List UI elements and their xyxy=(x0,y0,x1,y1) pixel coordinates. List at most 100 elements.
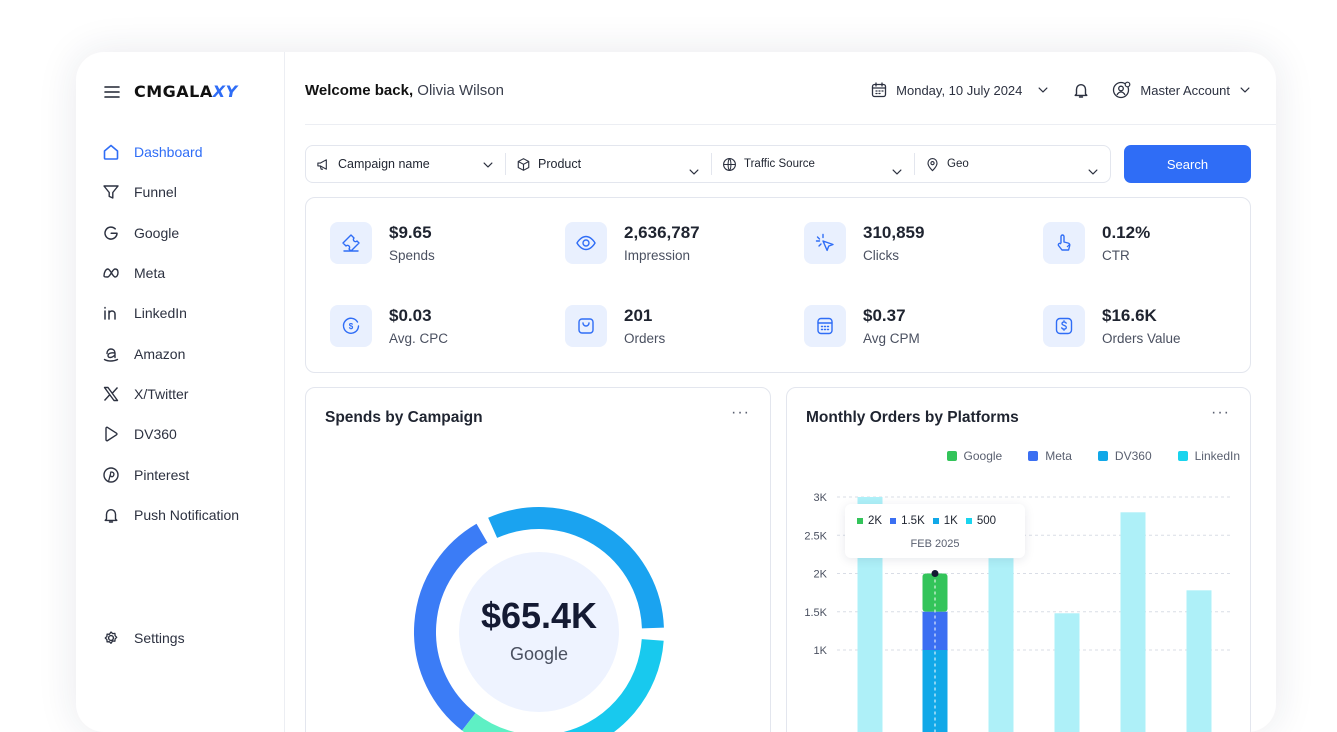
more-options-icon[interactable]: ··· xyxy=(1211,404,1230,421)
sidebar-item-funnel[interactable]: Funnel xyxy=(102,172,272,212)
sidebar-item-label: Google xyxy=(134,224,180,241)
donut-segment[interactable] xyxy=(462,712,547,732)
dollar-square-icon xyxy=(1055,317,1073,335)
stat-orders-value: $16.6K Orders Value xyxy=(1043,305,1181,347)
stat-label: Avg CPM xyxy=(863,331,920,346)
stat-label: Clicks xyxy=(863,248,899,263)
bar-chart: 3K 2.5K 2K 1.5K 1K xyxy=(804,492,1232,732)
chevron-down-icon xyxy=(892,169,902,175)
tooltip-value: 500 xyxy=(976,515,997,527)
brand-logo[interactable]: CMGALAXY xyxy=(134,82,238,101)
sidebar-item-dashboard[interactable]: Dashboard xyxy=(102,132,272,172)
y-tick-label: 2.5K xyxy=(804,530,827,542)
sidebar-item-pinterest[interactable]: Pinterest xyxy=(102,454,272,494)
megaphone-icon xyxy=(317,158,327,170)
legend-item-linkedin[interactable]: LinkedIn xyxy=(1177,449,1240,463)
stat-icon-box xyxy=(804,222,846,264)
stat-impression: 2,636,787 Impression xyxy=(565,222,700,264)
chevron-down-icon xyxy=(1088,169,1098,175)
google-icon xyxy=(104,226,118,240)
sidebar: CMGALAXY Dashboard Funnel Google Meta Li… xyxy=(76,52,285,732)
chevron-down-icon xyxy=(689,169,699,175)
cursor-click-icon xyxy=(815,233,834,252)
stat-avg-cpm: $0.37 Avg CPM xyxy=(804,305,920,347)
top-bar: Welcome back, Olivia Wilson Monday, 10 J… xyxy=(305,52,1276,125)
coin-icon: $ xyxy=(342,317,360,334)
sidebar-item-dv360[interactable]: DV360 xyxy=(102,414,272,454)
stat-orders: 201 Orders xyxy=(565,305,665,347)
search-button[interactable]: Search xyxy=(1124,145,1251,183)
calendar-icon xyxy=(872,82,887,98)
stat-value: 310,859 xyxy=(863,223,925,242)
tooltip-value: 1K xyxy=(943,515,958,527)
notification-bell-icon[interactable] xyxy=(1072,81,1090,99)
funnel-icon xyxy=(103,185,119,200)
card-title: Spends by Campaign xyxy=(325,409,483,426)
eye-icon xyxy=(576,235,596,251)
spends-by-campaign-card: Spends by Campaign ··· $65.4K Google xyxy=(305,387,771,732)
sidebar-item-label: Funnel xyxy=(134,184,177,201)
stat-clicks: 310,859 Clicks xyxy=(804,222,924,264)
sidebar-item-label: Push Notification xyxy=(134,506,240,523)
settings-icon xyxy=(104,631,118,645)
stat-value: 2,636,787 xyxy=(624,223,700,242)
stat-avg-cpc: $ $0.03 Avg. CPC xyxy=(330,305,448,347)
date-picker[interactable]: Monday, 10 July 2024 xyxy=(870,81,1050,99)
linkedin-icon xyxy=(104,307,116,321)
product-filter[interactable]: Product xyxy=(505,153,711,175)
account-switcher[interactable]: Master Account xyxy=(1112,80,1252,100)
sidebar-item-label: Amazon xyxy=(134,345,186,362)
monthly-orders-card: Monthly Orders by Platforms ··· Google M… xyxy=(786,387,1251,732)
calculator-icon xyxy=(817,317,833,335)
tooltip-value: 1.5K xyxy=(901,515,925,527)
app-window: CMGALAXY Dashboard Funnel Google Meta Li… xyxy=(76,52,1276,732)
sidebar-item-label: LinkedIn xyxy=(134,305,187,322)
stat-ctr: 0.12% CTR xyxy=(1043,222,1150,264)
svg-text:$: $ xyxy=(349,322,354,331)
location-pin-icon xyxy=(927,157,938,171)
sidebar-item-label: Settings xyxy=(134,630,185,647)
sidebar-item-linkedin[interactable]: LinkedIn xyxy=(102,293,272,333)
legend-item-meta[interactable]: Meta xyxy=(1028,449,1072,463)
user-name: Olivia Wilson xyxy=(417,82,504,99)
sidebar-item-amazon[interactable]: Amazon xyxy=(102,333,272,373)
sidebar-item-x-twitter[interactable]: X/Twitter xyxy=(102,374,272,414)
stat-label: Spends xyxy=(389,248,435,263)
y-tick-label: 1.5K xyxy=(804,607,827,619)
sidebar-item-google[interactable]: Google xyxy=(102,213,272,253)
main-content: Welcome back, Olivia Wilson Monday, 10 J… xyxy=(285,52,1276,732)
stat-icon-box xyxy=(330,222,372,264)
sidebar-item-push-notification[interactable]: Push Notification xyxy=(102,495,272,535)
x-icon xyxy=(103,386,119,402)
hover-dot xyxy=(931,570,939,577)
pinterest-icon xyxy=(103,466,119,483)
amazon-icon xyxy=(103,347,119,362)
card-title: Monthly Orders by Platforms xyxy=(806,409,1019,426)
geo-filter[interactable]: Geo xyxy=(914,153,1110,175)
donut-inner-circle xyxy=(459,552,619,712)
more-options-icon[interactable]: ··· xyxy=(731,404,750,421)
welcome-label: Welcome back, xyxy=(305,82,414,99)
bar[interactable] xyxy=(1120,512,1146,732)
bar[interactable] xyxy=(988,558,1014,732)
traffic-source-filter[interactable]: Traffic Source xyxy=(711,153,914,175)
campaign-filter[interactable]: Campaign name xyxy=(306,146,505,182)
donut-segment[interactable] xyxy=(488,507,664,629)
chevron-down-icon xyxy=(1038,87,1048,93)
sidebar-nav: Dashboard Funnel Google Meta LinkedIn Am… xyxy=(102,132,272,535)
sidebar-item-meta[interactable]: Meta xyxy=(102,253,272,293)
sidebar-item-settings[interactable]: Settings xyxy=(102,618,272,658)
logo-row: CMGALAXY xyxy=(104,82,238,101)
tooltip-values: 2K 1.5K 1K 500 xyxy=(857,515,996,527)
sidebar-item-label: DV360 xyxy=(134,426,177,443)
geo-filter-label: Geo xyxy=(947,158,969,170)
menu-icon[interactable] xyxy=(104,85,120,99)
donut-chart: $65.4K Google xyxy=(414,507,664,732)
legend-item-dv360[interactable]: DV360 xyxy=(1097,449,1152,463)
bar[interactable] xyxy=(1186,590,1212,732)
legend-item-google[interactable]: Google xyxy=(946,449,1002,463)
stat-value: 0.12% xyxy=(1102,223,1151,242)
bar[interactable] xyxy=(1054,613,1080,732)
tap-percent-icon xyxy=(1057,234,1071,251)
chevron-down-icon xyxy=(483,162,493,168)
